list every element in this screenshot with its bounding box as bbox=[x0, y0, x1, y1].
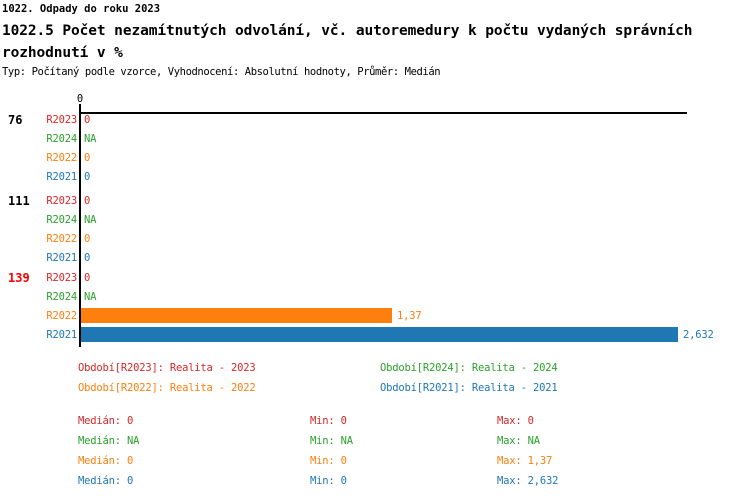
value-label: 0 bbox=[84, 232, 91, 245]
stat-min: Min: 0 bbox=[310, 475, 347, 487]
series-label: R2021 bbox=[46, 251, 77, 264]
series-label: R2021 bbox=[46, 170, 77, 183]
y-axis-line bbox=[79, 104, 81, 347]
series-label: R2022 bbox=[46, 151, 77, 164]
chart-row: 139 R2023 0 bbox=[0, 268, 750, 287]
chart-row: 111 R2023 0 bbox=[0, 191, 750, 210]
chart-row: R2021 0 bbox=[0, 248, 750, 267]
series-label: R2024 bbox=[46, 213, 77, 226]
stat-min: Min: 0 bbox=[310, 415, 347, 427]
chart-meta-line: Typ: Počítaný podle vzorce, Vyhodnocení:… bbox=[2, 66, 441, 78]
stat-max: Max: NA bbox=[497, 435, 540, 447]
stat-min: Min: NA bbox=[310, 435, 353, 447]
series-label: R2022 bbox=[46, 309, 77, 322]
series-label: R2023 bbox=[46, 113, 77, 126]
value-label: 0 bbox=[84, 271, 91, 284]
chart-row: R2021 2,632 bbox=[0, 325, 750, 344]
bar bbox=[81, 308, 392, 323]
legend-item: Období[R2021]: Realita - 2021 bbox=[380, 382, 558, 394]
bar bbox=[81, 327, 678, 342]
chart-row: R2022 0 bbox=[0, 229, 750, 248]
value-label: NA bbox=[84, 290, 97, 303]
value-label: NA bbox=[84, 132, 97, 145]
stat-median: Medián: 0 bbox=[78, 415, 134, 427]
chart-subtitle-line2: rozhodnutí v % bbox=[2, 45, 123, 61]
page-title: 1022. Odpady do roku 2023 bbox=[2, 3, 161, 15]
chart-row: R2022 1,37 bbox=[0, 306, 750, 325]
value-label: 2,632 bbox=[683, 328, 714, 341]
chart-subtitle-line1: 1022.5 Počet nezamítnutých odvolání, vč.… bbox=[2, 23, 693, 39]
stat-min: Min: 0 bbox=[310, 455, 347, 467]
series-label: R2023 bbox=[46, 271, 77, 284]
stat-median: Medián: 0 bbox=[78, 455, 134, 467]
stat-max: Max: 1,37 bbox=[497, 455, 553, 467]
stat-median: Medián: NA bbox=[78, 435, 140, 447]
value-label: 0 bbox=[84, 194, 91, 207]
stat-median: Medián: 0 bbox=[78, 475, 134, 487]
series-label: R2024 bbox=[46, 290, 77, 303]
series-label: R2023 bbox=[46, 194, 77, 207]
value-label: 0 bbox=[84, 151, 91, 164]
chart-row: R2024 NA bbox=[0, 287, 750, 306]
value-label: NA bbox=[84, 213, 97, 226]
stat-max: Max: 0 bbox=[497, 415, 534, 427]
group-label: 76 bbox=[8, 113, 23, 127]
value-label: 0 bbox=[84, 251, 91, 264]
x-axis-tick-label: 0 bbox=[76, 93, 84, 105]
legend-item: Období[R2023]: Realita - 2023 bbox=[78, 362, 256, 374]
series-label: R2021 bbox=[46, 328, 77, 341]
stat-max: Max: 2,632 bbox=[497, 475, 559, 487]
chart-row: R2024 NA bbox=[0, 210, 750, 229]
value-label: 0 bbox=[84, 113, 91, 126]
value-label: 1,37 bbox=[397, 309, 422, 322]
chart-row: R2021 0 bbox=[0, 167, 750, 186]
group-label: 111 bbox=[8, 194, 30, 208]
legend-item: Období[R2022]: Realita - 2022 bbox=[78, 382, 256, 394]
series-label: R2024 bbox=[46, 132, 77, 145]
x-axis-line bbox=[79, 112, 687, 114]
series-label: R2022 bbox=[46, 232, 77, 245]
chart-row: R2024 NA bbox=[0, 129, 750, 148]
legend-item: Období[R2024]: Realita - 2024 bbox=[380, 362, 558, 374]
chart-row: R2022 0 bbox=[0, 148, 750, 167]
chart-row: 76 R2023 0 bbox=[0, 110, 750, 129]
value-label: 0 bbox=[84, 170, 91, 183]
group-label: 139 bbox=[8, 271, 30, 285]
